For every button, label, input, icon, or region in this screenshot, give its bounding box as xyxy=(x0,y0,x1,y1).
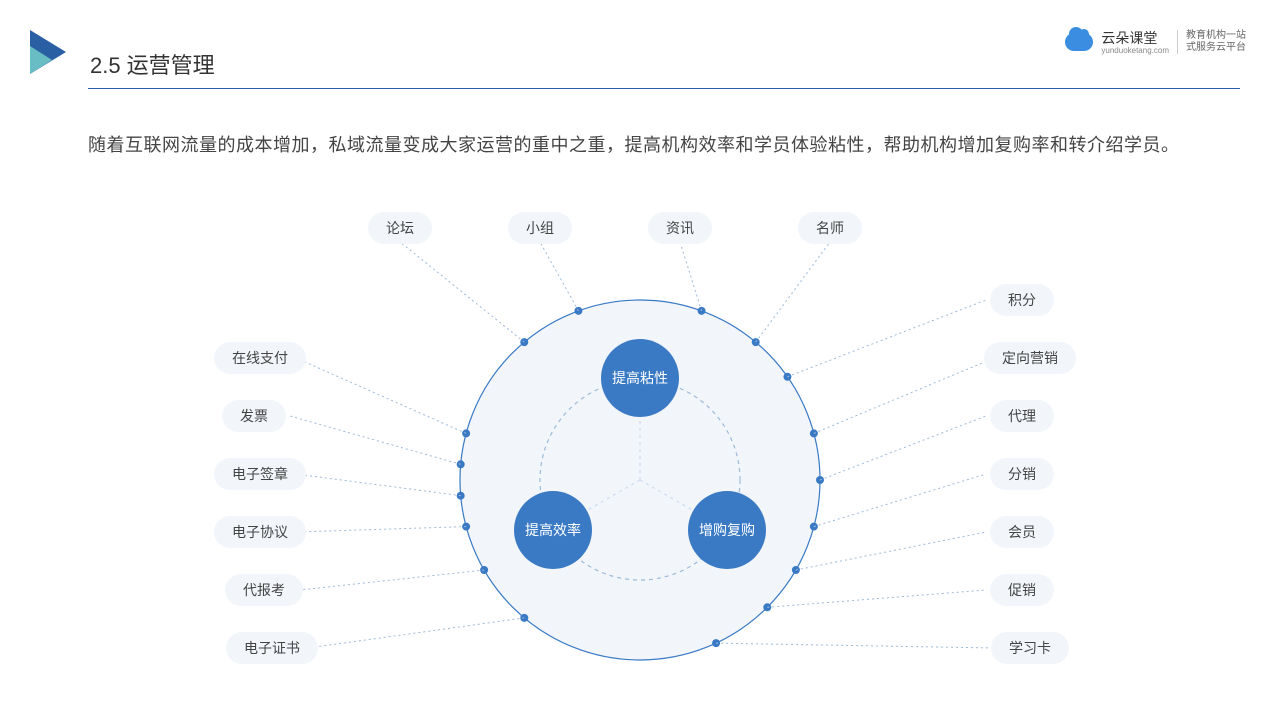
pill-studycard: 学习卡 xyxy=(991,632,1069,664)
logo-divider xyxy=(1177,30,1178,54)
center-node-repurchase: 增购复购 xyxy=(688,491,766,569)
brand-logo-block: 云朵课堂 yunduoketang.com 教育机构一站 式服务云平台 xyxy=(1065,28,1246,55)
pill-distrib: 分销 xyxy=(990,458,1054,490)
pill-invoice: 发票 xyxy=(222,400,286,432)
section-heading: 2.5 运营管理 xyxy=(90,48,215,80)
pill-points: 积分 xyxy=(990,284,1054,316)
cloud-icon xyxy=(1065,33,1093,51)
pill-news: 资讯 xyxy=(648,212,712,244)
pill-master: 名师 xyxy=(798,212,862,244)
brand-tagline: 教育机构一站 式服务云平台 xyxy=(1186,30,1246,54)
pill-proxy_exam: 代报考 xyxy=(225,574,303,606)
pill-eagreement: 电子协议 xyxy=(214,516,306,548)
pill-member: 会员 xyxy=(990,516,1054,548)
pill-promo: 促销 xyxy=(990,574,1054,606)
diagram-svg xyxy=(0,0,1280,720)
title-underline xyxy=(88,88,1240,89)
pill-agent: 代理 xyxy=(990,400,1054,432)
brand-name: 云朵课堂 xyxy=(1101,28,1169,48)
pill-group: 小组 xyxy=(508,212,572,244)
center-node-stickiness: 提高粘性 xyxy=(601,339,679,417)
center-node-efficiency: 提高效率 xyxy=(514,491,592,569)
section-description: 随着互联网流量的成本增加，私域流量变成大家运营的重中之重，提高机构效率和学员体验… xyxy=(88,128,1220,162)
pill-ecert: 电子证书 xyxy=(226,632,318,664)
pill-targeted: 定向营销 xyxy=(984,342,1076,374)
section-title: 运营管理 xyxy=(127,48,215,80)
pill-online_pay: 在线支付 xyxy=(214,342,306,374)
section-number: 2.5 xyxy=(90,53,121,79)
brand-subtitle: yunduoketang.com xyxy=(1101,46,1169,55)
pill-esignature: 电子签章 xyxy=(214,458,306,490)
pill-forum: 论坛 xyxy=(368,212,432,244)
operations-diagram: 论坛 小组 资讯 名师在线支付发票电子签章电子协议代报考电子证书 积分定向营销代理分销会… xyxy=(0,0,1280,720)
